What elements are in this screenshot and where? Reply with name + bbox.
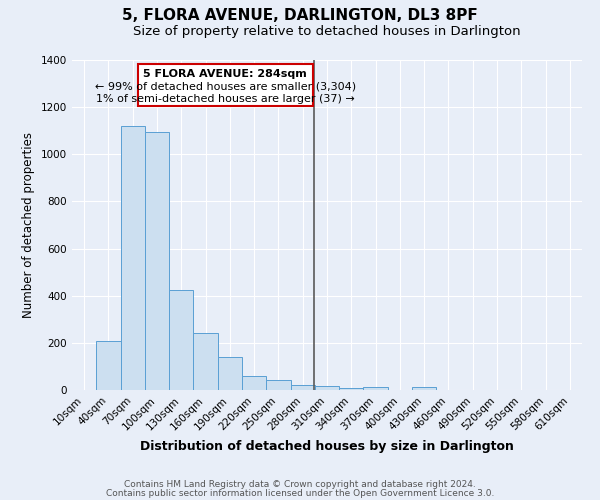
Bar	[339, 388, 364, 390]
Text: 5, FLORA AVENUE, DARLINGTON, DL3 8PF: 5, FLORA AVENUE, DARLINGTON, DL3 8PF	[122, 8, 478, 22]
Bar	[290, 386, 315, 390]
FancyBboxPatch shape	[137, 64, 313, 106]
Bar	[218, 357, 242, 390]
Text: ← 99% of detached houses are smaller (3,304): ← 99% of detached houses are smaller (3,…	[95, 82, 356, 92]
Text: 5 FLORA AVENUE: 284sqm: 5 FLORA AVENUE: 284sqm	[143, 69, 307, 79]
Bar	[96, 340, 121, 390]
X-axis label: Distribution of detached houses by size in Darlington: Distribution of detached houses by size …	[140, 440, 514, 453]
Bar	[315, 386, 339, 390]
Y-axis label: Number of detached properties: Number of detached properties	[22, 132, 35, 318]
Title: Size of property relative to detached houses in Darlington: Size of property relative to detached ho…	[133, 25, 521, 38]
Bar	[121, 126, 145, 390]
Bar	[145, 132, 169, 390]
Text: 1% of semi-detached houses are larger (37) →: 1% of semi-detached houses are larger (3…	[96, 94, 355, 104]
Text: Contains public sector information licensed under the Open Government Licence 3.: Contains public sector information licen…	[106, 488, 494, 498]
Bar	[364, 387, 388, 390]
Bar	[169, 290, 193, 390]
Bar	[242, 376, 266, 390]
Bar	[266, 380, 290, 390]
Bar	[193, 334, 218, 390]
Text: Contains HM Land Registry data © Crown copyright and database right 2024.: Contains HM Land Registry data © Crown c…	[124, 480, 476, 489]
Bar	[412, 387, 436, 390]
